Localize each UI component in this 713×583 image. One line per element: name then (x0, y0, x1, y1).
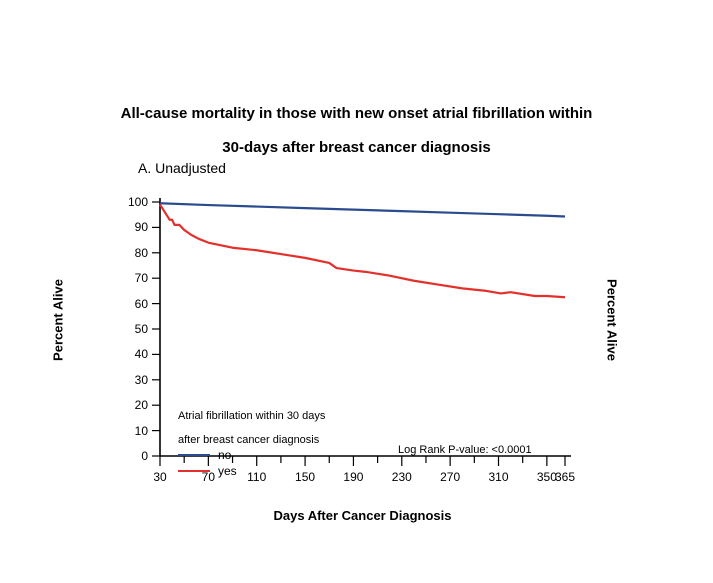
y-tick-label: 10 (135, 424, 148, 438)
series-yes (160, 205, 565, 298)
pvalue-annotation: Log Rank P-value: <0.0001 (398, 444, 532, 456)
y-tick-label: 50 (135, 322, 148, 336)
x-tick-label: 190 (343, 470, 363, 484)
y-tick-label: 70 (135, 271, 148, 285)
legend-title: Atrial fibrillation within 30 days after… (178, 398, 325, 446)
y-tick-label: 40 (135, 347, 148, 361)
legend: Atrial fibrillation within 30 days after… (178, 398, 325, 478)
y-tick-label: 30 (135, 373, 148, 387)
x-tick-label: 230 (392, 470, 412, 484)
survival-chart (0, 0, 713, 583)
y-tick-label: 60 (135, 297, 148, 311)
legend-label-yes: yes (218, 464, 237, 478)
x-tick-label: 365 (555, 470, 575, 484)
y-tick-label: 80 (135, 246, 148, 260)
series-no (160, 203, 565, 216)
legend-title-line2: after breast cancer diagnosis (178, 434, 319, 446)
x-tick-label: 310 (488, 470, 508, 484)
legend-swatch-no (178, 454, 210, 456)
y-tick-label: 100 (128, 195, 148, 209)
x-tick-label: 30 (153, 470, 166, 484)
y-tick-label: 90 (135, 220, 148, 234)
legend-entry-yes: yes (178, 464, 325, 478)
x-tick-label: 350 (537, 470, 557, 484)
x-tick-label: 270 (440, 470, 460, 484)
legend-swatch-yes (178, 470, 210, 472)
y-tick-label: 0 (141, 449, 148, 463)
y-tick-label: 20 (135, 398, 148, 412)
legend-label-no: no (218, 448, 231, 462)
legend-title-line1: Atrial fibrillation within 30 days (178, 410, 325, 422)
legend-entry-no: no (178, 448, 325, 462)
